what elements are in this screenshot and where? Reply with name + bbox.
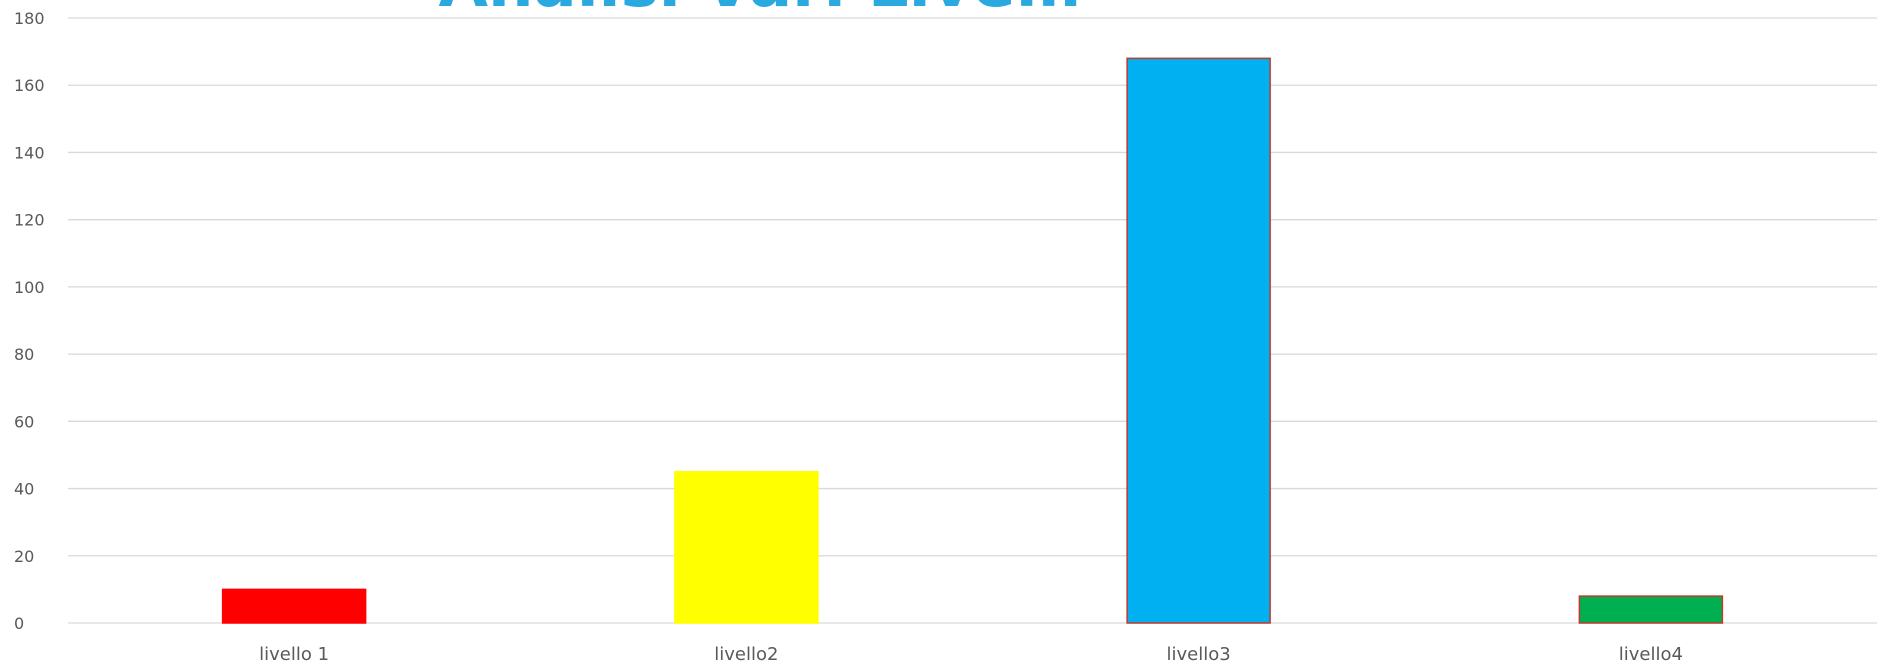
y-tick-label: 120 [14, 211, 45, 230]
x-category-label: livello3 [1167, 644, 1231, 665]
bar-2 [674, 471, 819, 624]
y-tick-label: 80 [14, 345, 34, 364]
bar-4 [1578, 595, 1724, 624]
y-tick-label: 140 [14, 143, 45, 162]
y-tick-label: 180 [14, 9, 45, 28]
bar-1 [221, 588, 367, 624]
y-tick-label: 0 [14, 614, 24, 633]
y-tick-label: 100 [14, 278, 45, 297]
y-tick-label: 40 [14, 480, 34, 499]
x-category-label: livello 1 [259, 644, 329, 665]
y-tick-label: 20 [14, 547, 34, 566]
x-category-label: livello2 [714, 644, 778, 665]
chart-title: Analisi Vari Livelli [438, 0, 1081, 22]
bar-3 [1126, 57, 1271, 624]
y-tick-label: 160 [14, 76, 45, 95]
y-tick-label: 60 [14, 412, 34, 431]
x-category-label: livello4 [1619, 644, 1683, 665]
